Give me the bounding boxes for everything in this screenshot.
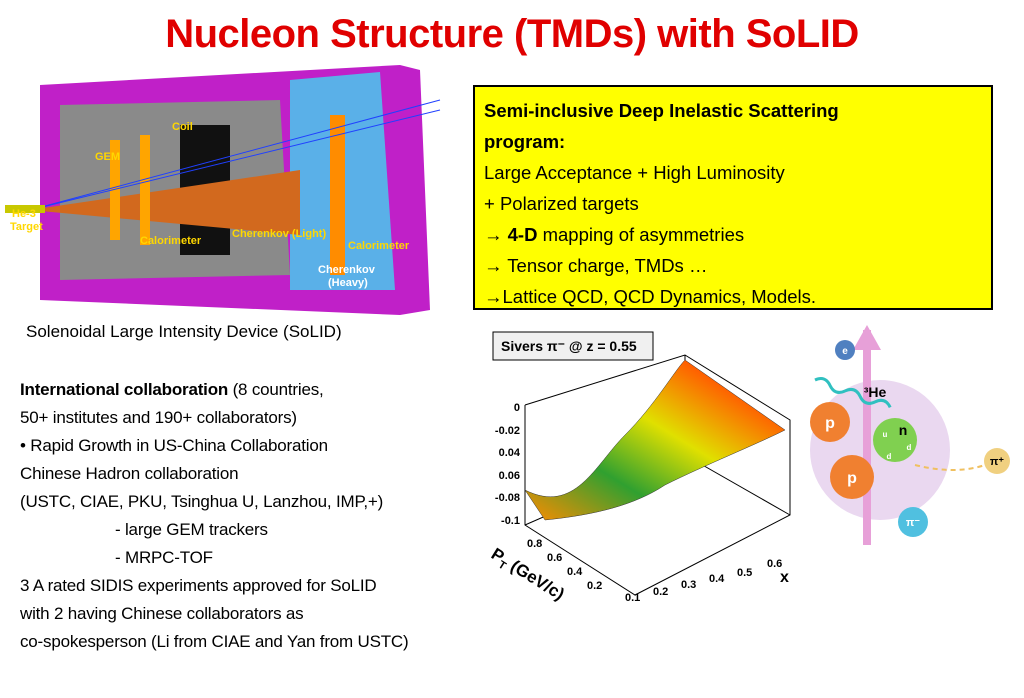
particle-label: p <box>825 415 835 432</box>
spin-arrow <box>863 330 871 545</box>
neutron <box>873 418 917 462</box>
x-tick-label: 0.4 <box>709 573 725 585</box>
detector-figure: Coil GEM He-3 Target Calorimeter Cherenk… <box>5 65 441 315</box>
collab-line: - large GEM trackers <box>115 520 268 539</box>
z-tick-label: -0.02 <box>495 425 520 437</box>
pt-tick-label: 0.4 <box>567 566 583 578</box>
particle-label: π⁻ <box>906 517 920 529</box>
detector-label: GEM <box>95 151 120 163</box>
x-tick-label: 0.2 <box>653 586 668 598</box>
z-tick-label: -0.08 <box>495 492 520 504</box>
surface <box>524 359 786 521</box>
collab-line: with 2 having Chinese collaborators as <box>20 604 304 623</box>
target-cell <box>5 205 45 213</box>
pion-track <box>914 464 986 471</box>
pt-tick-label: 0.8 <box>527 538 542 550</box>
spin-arrow-head <box>853 325 881 350</box>
particle-label: n <box>899 422 908 438</box>
figure-caption: Solenoidal Large Intensity Device (SoLID… <box>26 322 342 341</box>
plot-title: Sivers π⁻ @ z = 0.55 <box>501 338 637 354</box>
box-line: → Tensor charge, TMDs … <box>484 255 708 276</box>
calorimeter-block <box>330 115 345 275</box>
text-run: 4-D <box>507 224 538 245</box>
collab-line: (USTC, CIAE, PKU, Tsinghua U, Lanzhou, I… <box>20 492 384 511</box>
box-line: + Polarized targets <box>484 193 639 214</box>
box-heading: Semi-inclusive Deep Inelastic Scattering <box>484 100 839 121</box>
gem-plane <box>110 140 120 240</box>
x-tick-label: 0.3 <box>681 579 696 591</box>
slide-title: Nucleon Structure (TMDs) with SoLID <box>165 12 859 56</box>
highlight-box: Semi-inclusive Deep Inelastic Scattering… <box>473 85 993 310</box>
z-tick-label: 0 <box>514 402 520 414</box>
box-line: →Lattice QCD, QCD Dynamics, Models. <box>484 286 817 307</box>
proton <box>810 402 850 442</box>
target-cone <box>30 170 300 235</box>
pi-plus <box>984 448 1010 474</box>
x-tick-label: 0.1 <box>625 592 640 604</box>
collab-line: co-spokesperson (Li from CIAE and Yan fr… <box>20 632 409 651</box>
detector-label: He-3 <box>12 208 36 220</box>
z-tick-label: -0.1 <box>501 515 520 527</box>
detector-label: Cherenkov (Light) <box>232 228 326 240</box>
z-tick-label: 0.06 <box>499 470 520 482</box>
text-run: → <box>484 224 508 245</box>
particle-label: d <box>887 452 892 461</box>
particle-label: π⁺ <box>990 456 1004 468</box>
collab-line: - MRPC-TOF <box>115 548 213 567</box>
collab-line: • Rapid Growth in US-China Collaboration <box>20 436 328 455</box>
detector-label: Cherenkov <box>318 264 376 276</box>
z-tick-label: 0.04 <box>499 447 521 459</box>
track <box>29 99 441 211</box>
box-line: Large Acceptance + High Luminosity <box>484 162 785 183</box>
collab-line: 50+ institutes and 190+ collaborators) <box>20 408 297 427</box>
collab-line: 3 A rated SIDIS experiments approved for… <box>20 576 377 595</box>
photon <box>814 377 892 409</box>
particle-label: p <box>847 470 857 487</box>
gem-plane <box>140 135 150 245</box>
nucleon-diagram: e ³He p p n u d d π⁺ π⁻ <box>810 325 1010 545</box>
particle-label: d <box>907 443 912 452</box>
x-tick-label: 0.6 <box>767 558 782 570</box>
pi-minus <box>898 507 928 537</box>
text-run: mapping of asymmetries <box>537 224 745 245</box>
detector-label: Target <box>10 221 43 233</box>
particle-label: u <box>883 430 888 439</box>
detector-label: Calorimeter <box>140 235 202 247</box>
box-heading: program: <box>484 131 566 152</box>
text-run: International collaboration <box>20 380 229 399</box>
plot-title-box <box>492 331 654 361</box>
box-line: → 4-D mapping of asymmetries <box>484 219 991 250</box>
collab-line: International collaboration (8 countries… <box>20 380 324 400</box>
text-run: (8 countries, <box>228 380 324 399</box>
x-tick-label: 0.5 <box>737 567 752 579</box>
detector-label: (Heavy) <box>328 277 368 289</box>
sivers-plot: Sivers π⁻ @ z = 0.55 0 -0.02 0.04 0.06 -… <box>488 331 791 604</box>
pt-tick-label: 0.2 <box>587 580 602 592</box>
detector-label: Coil <box>172 121 193 133</box>
track <box>29 109 441 211</box>
particle-label: e <box>842 346 848 357</box>
proton <box>830 455 874 499</box>
electron <box>835 340 855 360</box>
x-axis-label: x <box>780 569 789 586</box>
collab-line: Chinese Hadron collaboration <box>20 464 239 483</box>
pt-tick-label: 0.6 <box>547 552 562 564</box>
particle-label: ³He <box>864 384 887 400</box>
detector-label: Calorimeter <box>348 240 410 252</box>
